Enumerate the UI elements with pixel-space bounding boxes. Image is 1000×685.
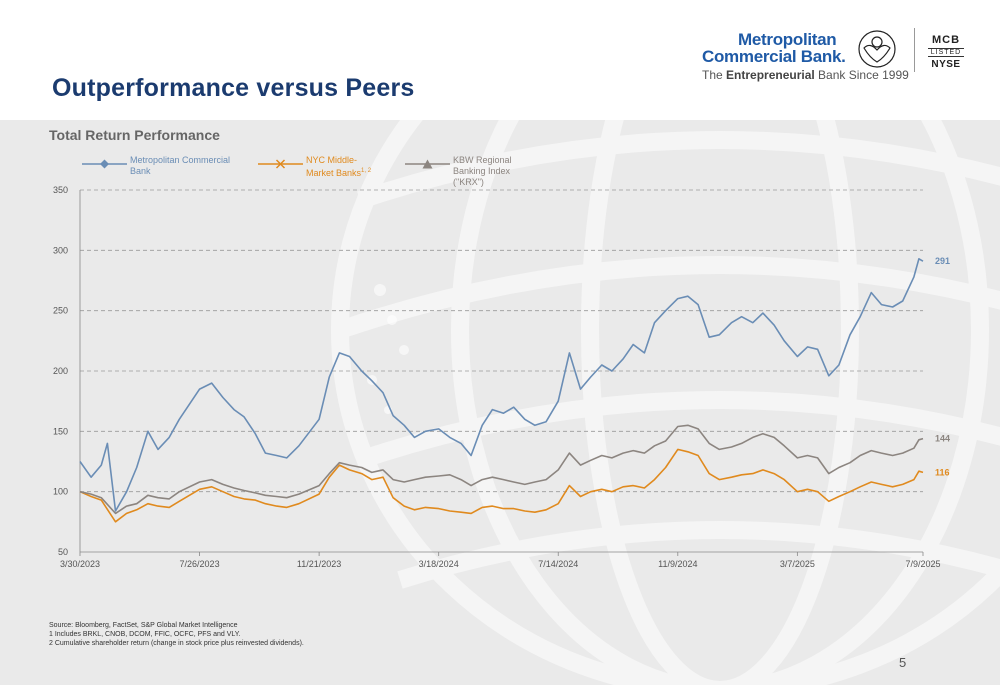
legend-label-nyc: NYC Middle-Market Banks1, 2 xyxy=(306,155,381,179)
logo-name-line2: Commercial Bank. xyxy=(702,47,846,66)
y-tick-label: 200 xyxy=(53,366,68,376)
legend-label-krx: KBW Regional Banking Index ("KRX") xyxy=(453,155,512,187)
x-tick-label: 7/9/2025 xyxy=(905,559,940,569)
chart-title: Total Return Performance xyxy=(49,127,220,143)
eagle-emblem-icon xyxy=(858,30,896,68)
listed-label: LISTED xyxy=(928,48,964,57)
x-tick-label: 11/9/2024 xyxy=(658,559,697,569)
x-tick-label: 7/26/2023 xyxy=(180,559,220,569)
y-tick-label: 150 xyxy=(53,426,68,436)
tagline-suffix: Bank Since 1999 xyxy=(814,68,909,82)
page-title: Outperformance versus Peers xyxy=(52,74,415,102)
header-band xyxy=(0,0,1000,120)
y-tick-label: 50 xyxy=(58,547,68,557)
footnote-2: 2 Cumulative shareholder return (change … xyxy=(49,640,304,647)
ticker-symbol: MCB xyxy=(931,34,961,46)
company-logo: Metropolitan Commercial Bank. The Entrep… xyxy=(700,28,930,88)
diamond-marker-icon xyxy=(82,159,127,169)
logo-divider xyxy=(914,28,915,72)
page-number: 5 xyxy=(899,655,907,670)
footnote-source: Source: Bloomberg, FactSet, S&P Global M… xyxy=(49,622,238,629)
end-value-label-1: 116 xyxy=(935,467,950,477)
chart-legend: Metropolitan Commercial Bank NYC Middle-… xyxy=(82,155,582,187)
y-tick-label: 100 xyxy=(53,487,68,497)
legend-label-mcb: Metropolitan Commercial Bank xyxy=(130,155,231,176)
x-tick-label: 3/7/2025 xyxy=(780,559,815,569)
tagline-bold: Entrepreneurial xyxy=(726,68,815,82)
legend-label-nyc-sup: 1, 2 xyxy=(361,168,372,174)
x-marker-icon xyxy=(258,159,303,169)
footnote-1: 1 Includes BRKL, CNOB, DCOM, FFIC, OCFC,… xyxy=(49,631,241,638)
triangle-marker-icon xyxy=(405,159,450,169)
nyse-listed-badge: MCB LISTED NYSE xyxy=(924,34,968,70)
exchange-label: NYSE xyxy=(931,59,961,70)
legend-label-nyc-text: NYC Middle-Market Banks xyxy=(306,155,362,178)
y-tick-label: 250 xyxy=(53,306,68,316)
series-line-1 xyxy=(79,448,924,523)
x-tick-label: 7/14/2024 xyxy=(538,559,578,569)
tagline-prefix: The xyxy=(702,68,727,82)
x-tick-label: 11/21/2023 xyxy=(297,559,341,569)
series-line-0 xyxy=(79,257,924,512)
logo-name-line1: Metropolitan xyxy=(738,30,837,49)
y-tick-label: 350 xyxy=(53,185,68,195)
footnotes: Source: Bloomberg, FactSet, S&P Global M… xyxy=(49,621,304,648)
end-value-label-0: 291 xyxy=(935,256,950,266)
x-tick-label: 3/30/2023 xyxy=(60,559,100,569)
series-line-2 xyxy=(79,424,924,515)
y-tick-label: 300 xyxy=(53,245,68,255)
logo-tagline: The Entrepreneurial Bank Since 1999 xyxy=(702,68,909,82)
x-tick-label: 3/18/2024 xyxy=(419,559,459,569)
end-value-label-2: 144 xyxy=(935,434,950,444)
